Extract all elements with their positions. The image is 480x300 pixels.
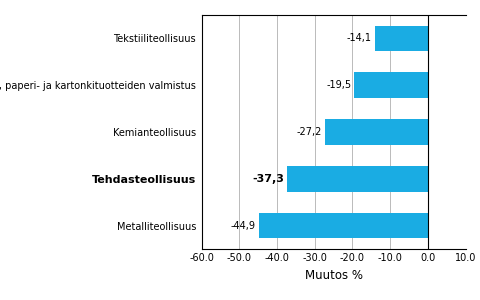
- Text: -14,1: -14,1: [347, 34, 372, 44]
- Text: -27,2: -27,2: [297, 127, 322, 137]
- Text: -44,9: -44,9: [230, 220, 255, 230]
- Bar: [375, 26, 428, 51]
- Bar: [259, 213, 428, 238]
- Bar: [354, 72, 428, 98]
- Bar: [287, 166, 428, 192]
- Bar: [325, 119, 428, 145]
- Text: -37,3: -37,3: [252, 174, 284, 184]
- X-axis label: Muutos %: Muutos %: [305, 269, 362, 282]
- Text: -19,5: -19,5: [326, 80, 351, 90]
